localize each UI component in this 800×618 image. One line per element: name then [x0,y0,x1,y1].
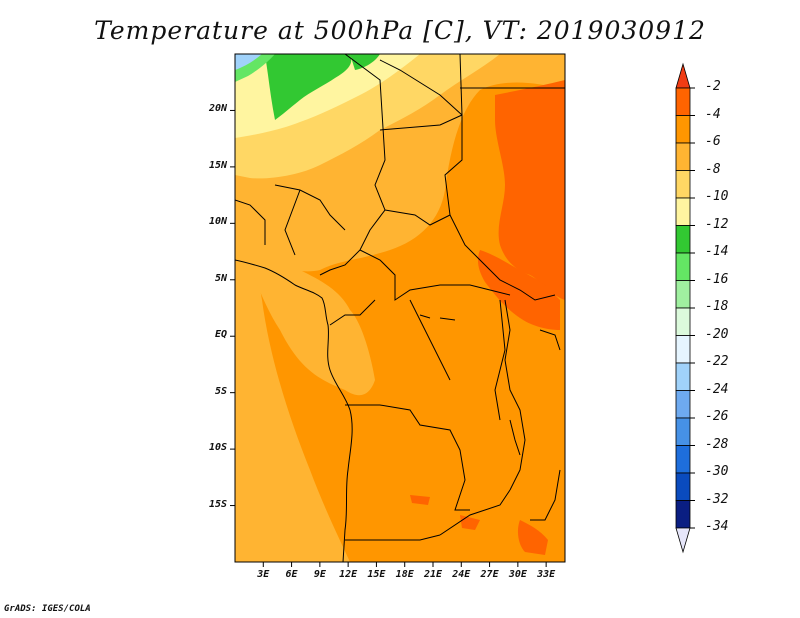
colorbar-label: -26 [705,409,729,424]
colorbar-label: -10 [705,189,729,204]
colorbar-label: -28 [705,436,729,452]
axis-ticks [230,109,547,567]
colorbar-label: -4 [705,106,721,122]
colorbar-label: -12 [705,216,729,232]
x-tick-label: 24E [452,569,471,580]
colorbar-label: -16 [705,271,729,287]
y-tick-label: 5S [214,385,227,397]
x-tick-label: 12E [339,569,358,580]
x-tick-label: 3E [257,569,270,580]
colorbar-bottom-arrow [675,527,691,554]
field-east-dark [495,80,565,300]
colorbar-swatch [675,335,691,364]
x-tick-label: 18E [395,569,414,580]
colorbar-swatch [675,142,691,171]
colorbar-swatch [675,197,691,226]
colorbar-swatch [675,170,691,199]
x-tick-label: 6E [285,569,298,580]
y-tick-label: 10N [208,216,227,228]
colorbar-swatch [675,280,691,309]
x-tick-label: 30E [508,569,527,580]
colorbar-label: -6 [705,134,721,149]
colorbar-label: -14 [705,244,729,259]
colorbar-label: -30 [705,464,729,479]
colorbar-label: -20 [705,326,729,342]
footer-credit: GrADS: IGES/COLA [4,604,91,614]
x-tick-label: 27E [480,569,499,580]
colorbar-swatch [675,252,691,281]
x-tick-label: 21E [423,569,443,580]
colorbar-label: -34 [705,519,729,534]
colorbar-label: -2 [705,79,721,94]
y-tick-label: 10S [208,442,227,454]
y-tick-label: 5N [214,272,227,284]
colorbar-swatch [675,417,691,446]
colorbar-label: -24 [705,381,729,397]
colorbar-swatch [675,115,691,144]
colorbar-swatch [675,445,691,474]
y-tick-label: EQ [214,329,227,341]
colorbar-swatch [675,307,691,336]
colorbar-swatch [675,390,691,419]
x-tick-label: 33E [537,569,556,580]
field-blue [235,54,262,70]
field-green [265,54,352,120]
boundaries [235,54,565,562]
map-border [234,53,566,563]
colorbar-label: -32 [705,491,729,507]
field-central-light [235,240,375,396]
colorbar-top-arrow [675,62,691,89]
y-tick-label: 15N [208,159,227,171]
x-tick-label: 9E [313,569,326,580]
y-tick-label: 20N [208,103,227,115]
field-green-2 [350,54,380,70]
colorbar-swatch [675,362,691,391]
field-west-band [235,150,350,562]
field-patch-1 [410,495,430,505]
colorbar-swatch [675,472,691,501]
colorbar-swatch [675,500,691,529]
colorbar-label: -22 [705,354,729,369]
y-tick-label: 15S [208,498,227,510]
colorbar-swatch [675,225,691,254]
chart-title: Temperature at 500hPa [C], VT: 201903091… [94,16,706,45]
x-tick-label: 15E [367,569,386,580]
colorbar-label: -18 [705,299,729,314]
temperature-field [235,54,565,562]
colorbar [675,62,695,554]
field-patch-3 [517,520,548,555]
colorbar-label: -8 [705,161,721,177]
colorbar-swatch [675,87,691,116]
